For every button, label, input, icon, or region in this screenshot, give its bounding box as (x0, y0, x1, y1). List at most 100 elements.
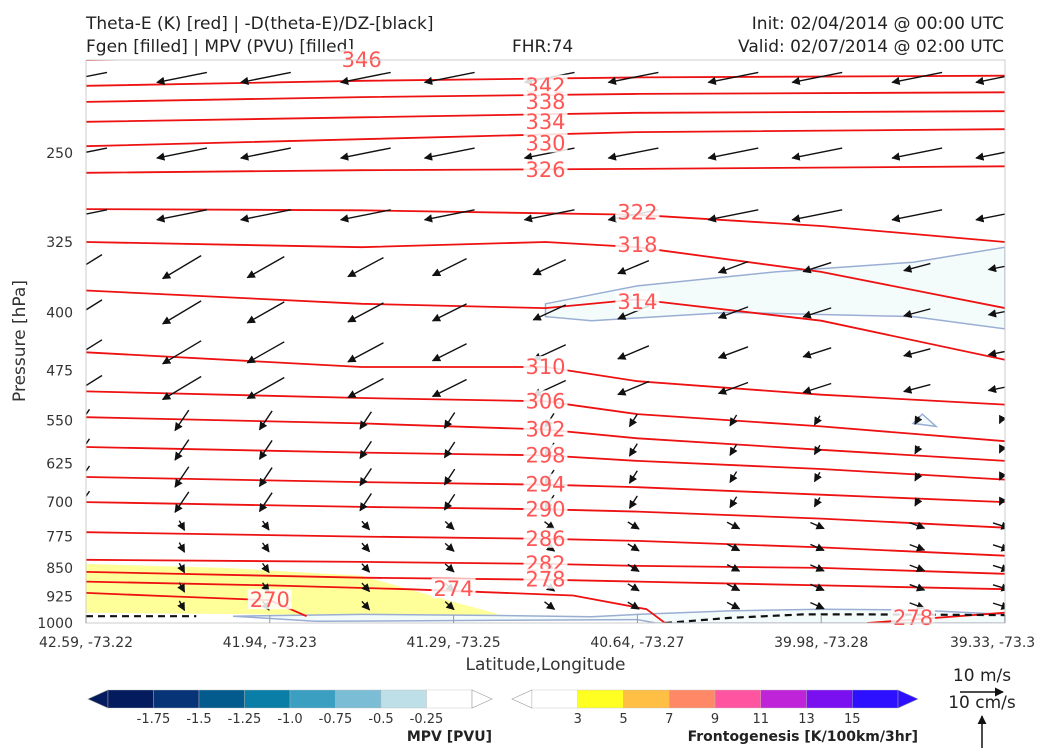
theta-e-contour (86, 128, 1005, 148)
wind-vector (177, 582, 186, 593)
wind-vector (239, 209, 291, 223)
wind-vector (431, 257, 467, 277)
mpv-colorbar-swatch (380, 689, 427, 709)
wind-vector (717, 260, 749, 274)
title-line-2: Fgen [filled] | MPV (PVU) [filled] (86, 37, 355, 57)
fgen-colorbar-swatch (760, 689, 807, 709)
contour-label-bg (523, 568, 568, 589)
wind-vector (347, 256, 384, 278)
wind-vector (998, 471, 1005, 481)
theta-e-contour-label: 330 (525, 131, 565, 155)
wind-vector (992, 543, 1005, 552)
mpv-colorbar-tick-label: -1.75 (137, 712, 171, 727)
wind-vector (423, 71, 475, 86)
contour-label-bg (523, 444, 568, 465)
wind-vector (431, 378, 467, 398)
theta-e-contour-label: 326 (525, 158, 565, 182)
wind-vector (992, 583, 1005, 592)
wind-vector (627, 601, 640, 610)
contour-label-bg (523, 74, 568, 95)
wind-vector (443, 493, 456, 511)
wind-vector (161, 255, 202, 280)
theta-e-contour (86, 476, 1005, 503)
wind-vector (707, 71, 759, 86)
contour-label-bg (431, 578, 476, 599)
wind-vector (339, 209, 391, 223)
wind-vector (156, 147, 208, 161)
wind-vector (813, 415, 822, 426)
wind-vector (627, 543, 640, 552)
wind-vector (80, 582, 84, 592)
wind-vector (627, 583, 640, 592)
theta-e-contour-label: 310 (525, 355, 565, 379)
wind-vector (707, 147, 759, 161)
fgen-colorbar-swatch (669, 689, 716, 709)
x-axis-label: Latitude,Longitude (466, 655, 626, 675)
wind-vector (431, 303, 467, 322)
wind-vector (80, 601, 84, 611)
wind-vector (246, 341, 285, 364)
theta-e-contour-label: 286 (525, 527, 565, 551)
y-tick-label: 700 (46, 495, 73, 511)
wind-vector (423, 209, 475, 223)
fgen-colorbar-extend-low (511, 689, 533, 709)
wind-vector (361, 563, 371, 573)
wind-vector (726, 563, 741, 572)
init-time: Init: 02/04/2014 @ 00:00 UTC (751, 14, 1004, 34)
y-tick-label: 325 (46, 235, 73, 251)
y-tick-label: 475 (46, 364, 73, 380)
contour-label-bg (615, 291, 660, 312)
wind-vector (628, 413, 638, 428)
wind-vector (544, 601, 556, 610)
wind-vector (914, 472, 923, 482)
wind-vector (729, 444, 738, 456)
wind-vector (174, 466, 190, 488)
wind-vector (729, 496, 738, 509)
wind-vector (813, 472, 822, 483)
theta-e-contour-label: 278 (525, 568, 565, 592)
wind-vector (998, 444, 1005, 454)
x-tick-label: 40.64, -73.27 (590, 635, 684, 651)
wind-vector (177, 562, 186, 574)
theta-e-contour (86, 390, 1005, 443)
wind-vector (726, 543, 741, 552)
theta-e-contour (86, 241, 1005, 309)
wind-vector (617, 345, 650, 360)
wind-vector (258, 467, 273, 488)
wind-vector (607, 71, 659, 86)
fgen-colorbar-tick-label: 7 (665, 712, 673, 727)
fgen-colorbar-tick-label: 5 (619, 712, 627, 727)
wind-vector (261, 542, 270, 553)
y-tick-label: 775 (46, 530, 73, 546)
x-tick-label: 39.33, -73.3 (950, 635, 1035, 651)
wind-vector (347, 377, 384, 399)
wind-vector (813, 497, 822, 508)
wind-vector (359, 493, 372, 512)
wind-vector (177, 600, 186, 612)
wind-vector (617, 380, 650, 396)
wind-vector (992, 601, 1005, 610)
theta-e-contour-label: 298 (525, 443, 565, 467)
wind-vector (707, 209, 759, 223)
contour-label-bg (523, 132, 568, 153)
wind-vector (161, 375, 202, 401)
wind-vector (261, 562, 270, 574)
theta-e-contour (86, 531, 1005, 557)
wind-vector (810, 564, 825, 572)
plot-frame (85, 59, 1006, 624)
wind-vector (891, 147, 943, 161)
reference-vector-vertical-label: 10 cm/s (948, 693, 1016, 713)
contour-label-bg (891, 606, 936, 627)
wind-vector (347, 342, 384, 363)
wind-vector (86, 438, 91, 446)
wind-vector (791, 147, 843, 161)
wind-vector (992, 521, 1005, 530)
wind-vector (339, 147, 391, 161)
theta-e-contour-label: 274 (434, 577, 474, 601)
wind-vector (443, 441, 456, 459)
wind-vector (80, 520, 84, 530)
mpv-colorbar-label: MPV [PVU] (407, 729, 492, 745)
contour-label-bg (523, 418, 568, 439)
mpv-colorbar-swatch (153, 689, 200, 709)
wind-vector (791, 71, 843, 86)
